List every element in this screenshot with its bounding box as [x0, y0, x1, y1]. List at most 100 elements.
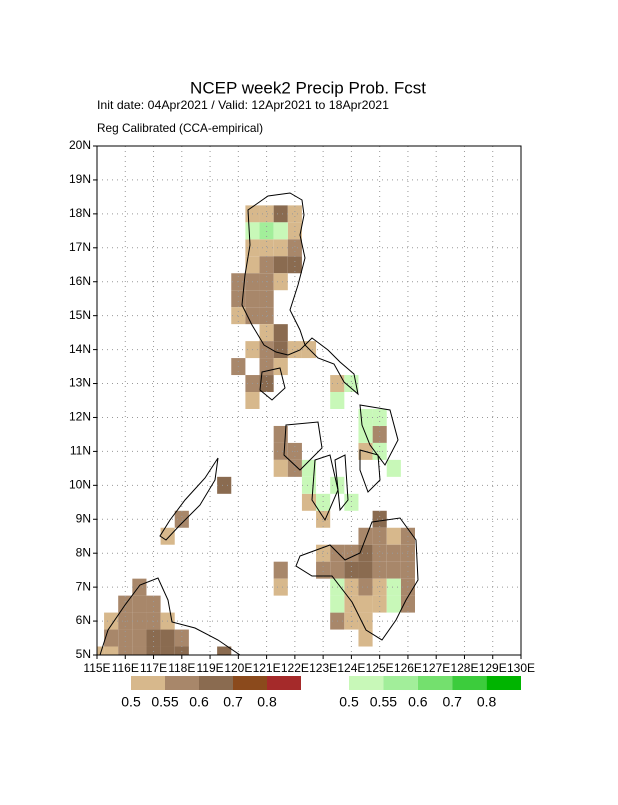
prob-cell: [259, 290, 274, 308]
prob-cell: [287, 205, 302, 223]
x-tick-label: 115E: [83, 661, 110, 675]
prob-cell: [132, 629, 147, 647]
prob-cell: [358, 527, 373, 545]
legend-label: 0.55: [370, 694, 397, 710]
prob-cell: [372, 561, 387, 579]
prob-cell: [174, 629, 189, 647]
prob-cell: [273, 205, 288, 223]
coast-leyte: [359, 449, 381, 493]
prob-cell: [372, 544, 387, 562]
prob-cell: [273, 341, 288, 359]
prob-cell: [259, 256, 274, 274]
legend-label: 0.5: [339, 694, 359, 710]
prob-cell: [132, 646, 147, 655]
prob-cell: [132, 612, 147, 630]
prob-cell: [358, 612, 373, 630]
prob-cell: [259, 341, 274, 359]
prob-cell: [160, 527, 175, 545]
y-tick-label: 7N: [76, 579, 91, 593]
prob-cell: [287, 459, 302, 477]
legend-swatch: [199, 676, 233, 690]
y-tick-label: 12N: [69, 410, 91, 424]
prob-cell: [273, 222, 288, 240]
prob-cell: [344, 561, 359, 579]
prob-cell: [273, 239, 288, 257]
prob-cell: [104, 612, 119, 630]
prob-cell: [118, 629, 133, 647]
y-tick-label: 6N: [76, 613, 91, 627]
prob-cell: [316, 561, 331, 579]
prob-cell: [344, 544, 359, 562]
legend-label: 0.5: [121, 694, 141, 710]
legend-label: 0.6: [189, 694, 209, 710]
prob-cell: [217, 646, 232, 655]
prob-cell: [132, 578, 147, 596]
x-tick-label: 124E: [337, 661, 365, 675]
prob-cell: [358, 629, 373, 647]
prob-cell: [386, 459, 401, 477]
prob-cell: [97, 646, 105, 655]
prob-cell: [245, 222, 260, 240]
legend-label: 0.6: [408, 694, 428, 710]
x-tick-label: 122E: [281, 661, 309, 675]
prob-cell: [287, 256, 302, 274]
legend-swatch: [349, 676, 384, 690]
coast-panay: [283, 421, 323, 471]
prob-cell: [273, 459, 288, 477]
x-tick-label: 129E: [479, 661, 507, 675]
y-tick-label: 20N: [69, 138, 91, 152]
coast-mindoro: [259, 367, 286, 401]
x-tick-label: 127E: [422, 661, 450, 675]
prob-cell: [259, 324, 274, 342]
prob-cell: [386, 544, 401, 562]
coast-mindanao: [295, 517, 419, 641]
x-tick-label: 130E: [507, 661, 535, 675]
prob-cell: [400, 561, 415, 579]
x-tick-label: 121E: [253, 661, 281, 675]
prob-cell: [358, 561, 373, 579]
coast-negros: [311, 454, 339, 522]
prob-cell: [245, 256, 260, 274]
legend-label: 0.7: [442, 694, 462, 710]
prob-cell: [358, 578, 373, 596]
prob-cell: [344, 578, 359, 596]
y-tick-label: 19N: [69, 172, 91, 186]
legend-label: 0.8: [477, 694, 497, 710]
prob-cell: [330, 392, 345, 409]
x-tick-label: 116E: [112, 661, 139, 675]
prob-cell: [245, 392, 260, 409]
legend-swatch: [452, 676, 487, 690]
x-tick-label: 119E: [196, 661, 223, 675]
prob-cell: [174, 646, 189, 655]
y-tick-label: 8N: [76, 545, 91, 559]
y-tick-label: 18N: [69, 206, 91, 220]
prob-cell: [273, 358, 288, 376]
prob-cell: [386, 595, 401, 613]
prob-cell: [160, 629, 175, 647]
legend-label: 0.8: [257, 694, 277, 710]
prob-cell: [372, 425, 387, 443]
prob-cell: [330, 561, 345, 579]
y-tick-label: 16N: [69, 274, 91, 288]
x-tick-label: 117E: [140, 661, 167, 675]
y-tick-label: 10N: [69, 478, 91, 492]
prob-cell: [174, 510, 189, 528]
prob-cell: [146, 646, 161, 655]
prob-cell: [287, 239, 302, 257]
prob-cell: [273, 578, 288, 596]
prob-cell: [316, 493, 331, 511]
prob-cell: [132, 595, 147, 613]
legend-swatch: [165, 676, 199, 690]
prob-cell: [217, 476, 232, 494]
legend-swatch: [383, 676, 418, 690]
prob-cell: [372, 408, 387, 426]
y-tick-label: 13N: [69, 376, 91, 390]
coast-cebu: [334, 454, 349, 512]
legend-swatch: [131, 676, 165, 690]
legend-swatch: [233, 676, 267, 690]
prob-cell: [372, 595, 387, 613]
x-tick-label: 118E: [168, 661, 195, 675]
prob-cell: [259, 375, 274, 393]
legend-swatch: [417, 676, 453, 690]
